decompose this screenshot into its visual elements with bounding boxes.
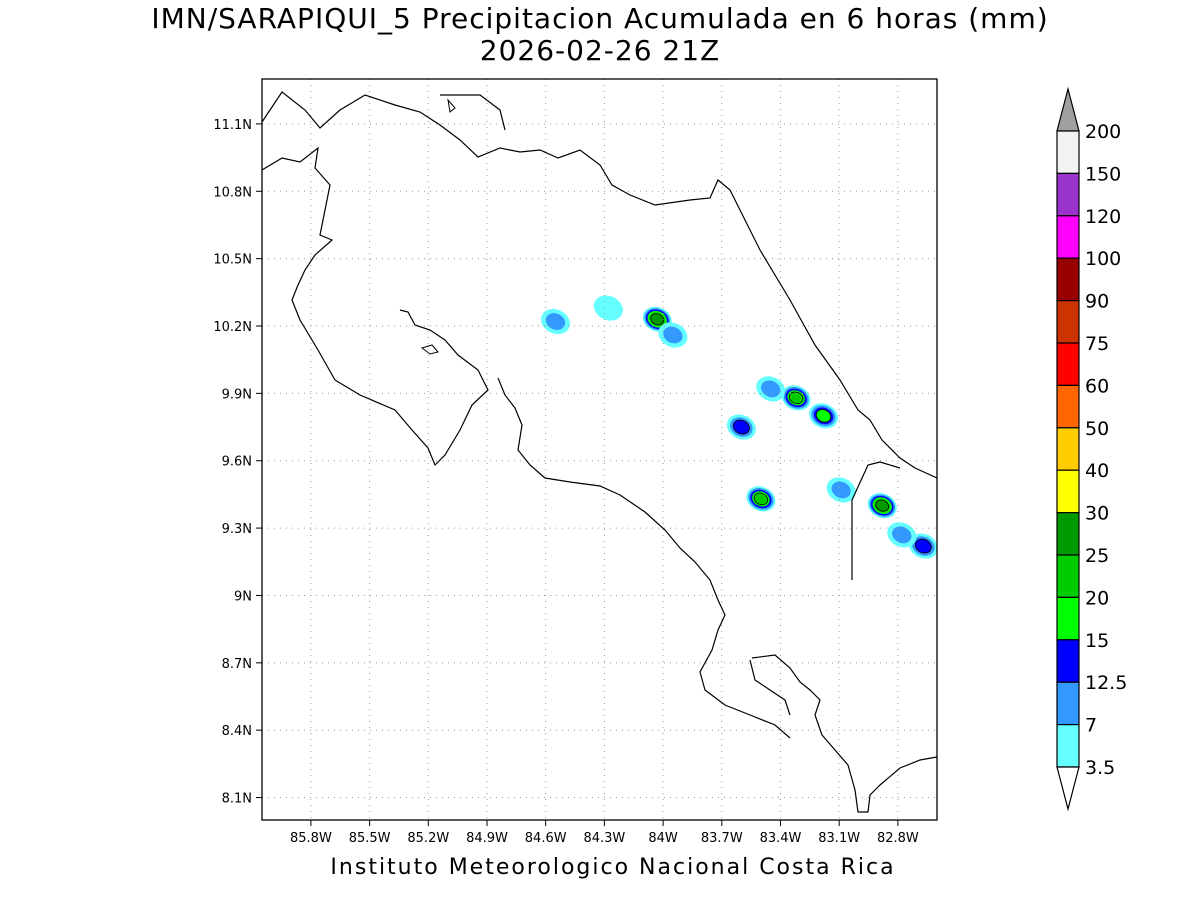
lat-tick-label: 9.9N [222, 387, 252, 402]
lat-tick-label: 8.7N [222, 657, 252, 672]
legend-color-box [1056, 596, 1080, 641]
legend-label: 7 [1085, 715, 1097, 737]
lon-tick-label: 83.7W [701, 831, 743, 846]
precip-cell [726, 414, 756, 440]
lat-tick-label: 11.1N [213, 118, 252, 133]
legend-label: 40 [1085, 460, 1109, 482]
lon-tick-label: 85.2W [407, 831, 449, 846]
precip-contour [650, 313, 665, 326]
legend-label: 200 [1085, 121, 1121, 143]
longitude-axis: 85.8W 85.5W 85.2W 84.9W 84.6W 84.3W 84W 83.7W 83… [290, 820, 919, 846]
legend-label: 90 [1085, 291, 1109, 313]
lat-tick-label: 10.8N [213, 185, 252, 200]
coastline [262, 91, 937, 813]
legend-color-box [1056, 469, 1080, 514]
precip-contour [788, 391, 804, 405]
legend-label: 50 [1085, 418, 1109, 440]
legend-label: 12.5 [1085, 672, 1127, 694]
map-valid-time: 2026-02-26 21Z [479, 34, 721, 67]
map-title: IMN/SARAPIQUI_5 Precipitacion Acumulada … [151, 2, 1049, 35]
legend-label: 20 [1085, 587, 1109, 609]
legend-color-box [1056, 427, 1080, 471]
legend-label: 15 [1085, 630, 1109, 652]
precipitation-layer [540, 295, 937, 559]
legend-color-box [1056, 384, 1080, 429]
lon-tick-label: 84.9W [466, 831, 508, 846]
legend-color-box [1056, 681, 1080, 726]
legend-color-box [1056, 554, 1080, 599]
lon-tick-label: 84.6W [525, 831, 567, 846]
lon-tick-label: 83.1W [818, 831, 860, 846]
precip-contour [815, 409, 832, 423]
lon-tick-label: 85.5W [349, 831, 391, 846]
lat-tick-label: 9N [234, 589, 252, 604]
precip-contour [753, 492, 769, 506]
legend-label: 25 [1085, 545, 1109, 567]
precip-cell [908, 533, 937, 559]
precip-cell [887, 522, 917, 548]
lat-tick-label: 9.3N [222, 522, 252, 537]
precip-contour [761, 380, 781, 398]
legend-label: 75 [1085, 333, 1109, 355]
legend-color-box [1056, 215, 1080, 259]
precip-contour [831, 481, 851, 499]
precip-cell [867, 493, 897, 519]
legend-label: 30 [1085, 503, 1109, 525]
legend-color-box [1056, 257, 1080, 302]
precip-contour [914, 538, 932, 554]
lon-tick-label: 82.8W [877, 831, 919, 846]
legend-label: 60 [1085, 375, 1109, 397]
legend-color-box [1056, 130, 1080, 175]
legend-bottom-arrow [1056, 766, 1080, 812]
lat-tick-label: 10.5N [213, 253, 252, 268]
legend-label: 100 [1085, 248, 1121, 270]
legend-color-box [1056, 342, 1080, 387]
legend-color-box [1056, 172, 1080, 217]
precip-cell [746, 486, 776, 512]
lon-tick-label: 85.8W [290, 831, 332, 846]
legend-label: 150 [1085, 163, 1121, 185]
precip-contour [892, 526, 912, 544]
precip-contour [663, 326, 683, 344]
latitude-axis: 11.1N 10.8N 10.5N 10.2N 9.9N 9.6N 9.3N 9N 8.7N 8.… [213, 118, 262, 807]
legend-color-box [1056, 639, 1080, 683]
precip-contour [732, 419, 750, 435]
precip-contour [875, 499, 890, 512]
precip-contour [593, 295, 623, 321]
lat-tick-label: 9.6N [222, 455, 252, 470]
precip-cell [658, 322, 688, 348]
lat-tick-label: 8.1N [222, 792, 252, 807]
precip-cell [756, 376, 786, 402]
lon-tick-label: 84.3W [583, 831, 625, 846]
lon-tick-label: 83.4W [760, 831, 802, 846]
precip-cell [826, 477, 856, 503]
legend-top-arrow [1056, 86, 1080, 132]
legend-label: 3.5 [1085, 757, 1115, 779]
lat-tick-label: 8.4N [222, 724, 252, 739]
lon-tick-label: 84W [648, 831, 678, 846]
lat-tick-label: 10.2N [213, 320, 252, 335]
precip-cell [809, 403, 839, 429]
legend-label: 120 [1085, 206, 1121, 228]
map-frame [261, 78, 938, 821]
institution-credit: Instituto Meteorologico Nacional Costa R… [330, 855, 896, 880]
legend-color-box [1056, 723, 1080, 768]
legend-color-box [1056, 300, 1080, 344]
legend-color-box [1056, 511, 1080, 556]
precip-cell [593, 295, 623, 321]
